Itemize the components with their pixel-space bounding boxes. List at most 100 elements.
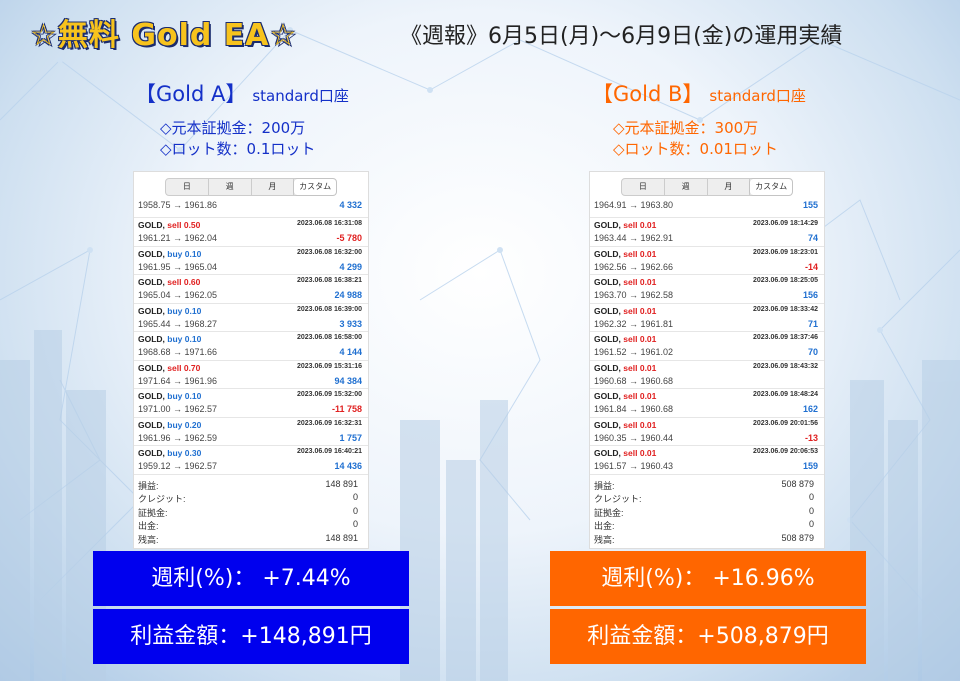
tab-period[interactable]: 日 xyxy=(166,179,209,195)
trade-prices: 1968.68 → 1971.66 xyxy=(138,347,218,357)
summary-value: 0 xyxy=(352,492,358,502)
trade-side: sell 0.60 xyxy=(167,277,201,287)
trade-symbol: GOLD, xyxy=(138,334,165,344)
summary-label: 出金: xyxy=(138,521,159,531)
trade-row[interactable]: GOLD, sell 0.01 2023.06.09 20:06:53 1961.5… xyxy=(590,446,824,475)
summary-value: 0 xyxy=(352,519,358,529)
summary-value: 508 879 xyxy=(781,478,814,489)
tab-period[interactable]: 週 xyxy=(209,179,252,195)
trade-title-line: GOLD, sell 0.01 2023.06.09 20:06:53 xyxy=(594,448,818,458)
tab-period[interactable]: 月 xyxy=(252,179,295,195)
trade-prices: 1961.21 → 1962.04 xyxy=(138,233,218,243)
trade-title-line: GOLD, sell 0.01 2023.06.09 18:43:32 xyxy=(594,363,818,373)
trade-prices-line: 1965.44 → 1968.27 3 933 xyxy=(138,319,362,329)
trade-profit: 4 332 xyxy=(339,200,362,210)
trade-symbol: GOLD, xyxy=(594,248,621,259)
trade-profit: 4 299 xyxy=(339,261,362,272)
trade-prices-line: 1963.44 → 1962.91 74 xyxy=(594,233,818,243)
trade-datetime: 2023.06.09 15:31:16 xyxy=(297,362,362,370)
trade-profit: 70 xyxy=(807,347,818,357)
account-b-lot: ◇ロット数：0.01ロット xyxy=(613,140,778,158)
account-b-header: 【Gold B】 standard口座 xyxy=(592,78,806,108)
trade-symbol: GOLD, xyxy=(594,419,621,430)
report-heading: 《週報》6月5日(月)～6月9日(金)の運用実績 xyxy=(400,24,843,49)
tab-period[interactable]: 週 xyxy=(665,179,708,195)
trade-side: sell 0.01 xyxy=(623,277,657,287)
summary-row: クレジット: 0 xyxy=(138,492,358,506)
summary-label: 証拠金: xyxy=(594,507,624,518)
trade-row[interactable]: GOLD, sell 0.70 2023.06.09 15:31:16 1971.6… xyxy=(134,361,368,389)
trade-row[interactable]: GOLD, sell 0.50 2023.06.08 16:31:08 1961.2… xyxy=(134,218,368,247)
trade-row[interactable]: GOLD, buy 0.10 2023.06.08 16:58:00 1968.68… xyxy=(134,332,368,361)
trade-symbol: GOLD, xyxy=(138,362,165,373)
account-a-lot: ◇ロット数：0.1ロット xyxy=(160,140,316,158)
period-tabs: 日週月カスタム xyxy=(621,178,793,196)
trade-prices: 1963.44 → 1962.91 xyxy=(594,233,674,243)
trade-title-line: GOLD, buy 0.10 2023.06.08 16:32:00 xyxy=(138,249,362,259)
trade-datetime: 2023.06.09 18:33:42 xyxy=(753,305,818,313)
summary-value: 508 879 xyxy=(781,532,814,543)
summary-value: 0 xyxy=(808,492,814,502)
summary-label: 残高: xyxy=(594,534,615,545)
account-a-header: 【Gold A】 standard口座 xyxy=(135,78,349,108)
trade-row[interactable]: GOLD, sell 0.01 2023.06.09 18:48:24 1961.8… xyxy=(590,389,824,418)
tab-period[interactable]: 日 xyxy=(622,179,665,195)
trade-profit: 14 436 xyxy=(334,461,362,471)
account-a-profit-amount: 利益金額：+148,891円 xyxy=(93,609,409,664)
trade-row[interactable]: GOLD, buy 0.30 2023.06.09 16:40:21 1959.12… xyxy=(134,446,368,475)
trade-title-line: GOLD, sell 0.01 2023.06.09 18:23:01 xyxy=(594,249,818,259)
account-b-profit-amount: 利益金額：+508,879円 xyxy=(550,609,866,664)
tab-period[interactable]: カスタム xyxy=(750,179,792,195)
summary-row: 出金: 0 xyxy=(594,519,814,533)
trade-row[interactable]: GOLD, sell 0.01 2023.06.09 18:37:46 1961.5… xyxy=(590,332,824,361)
trade-prices: 1961.84 → 1960.68 xyxy=(594,404,674,414)
trade-row[interactable]: GOLD, buy 0.20 2023.06.09 16:32:31 1961.96… xyxy=(134,418,368,446)
trade-title-line: GOLD, sell 0.01 2023.06.09 20:01:56 xyxy=(594,420,818,430)
trade-row[interactable]: GOLD, sell 0.01 2023.06.09 18:23:01 1962.5… xyxy=(590,247,824,275)
trade-row[interactable]: GOLD, buy 0.10 2023.06.08 16:39:00 1965.44… xyxy=(134,304,368,332)
trade-row[interactable]: GOLD, sell 0.01 2023.06.09 18:33:42 1962.3… xyxy=(590,304,824,332)
trade-title-line: GOLD, buy 0.10 2023.06.09 15:32:00 xyxy=(138,391,362,401)
trade-side: buy 0.30 xyxy=(167,448,202,458)
summary-value: 148 891 xyxy=(325,532,358,543)
trade-row[interactable]: 1964.91 → 1963.80 155 xyxy=(590,196,824,218)
trade-profit: 3 933 xyxy=(339,318,362,329)
trade-symbol: GOLD, xyxy=(594,362,621,373)
trade-title-line: GOLD, sell 0.01 2023.06.09 18:33:42 xyxy=(594,306,818,316)
trade-datetime: 2023.06.09 15:32:00 xyxy=(297,391,362,398)
trade-symbol: GOLD, xyxy=(594,277,621,287)
account-summary: 損益: 508 879 クレジット: 0 証拠金: 0 出金: 0 残高: 508 879 xyxy=(590,475,824,547)
trade-prices-line: 1958.75 → 1961.86 4 332 xyxy=(138,200,362,210)
trade-profit: -13 xyxy=(804,432,818,443)
trade-prices: 1965.44 → 1968.27 xyxy=(138,318,218,329)
trade-row[interactable]: GOLD, buy 0.10 2023.06.09 15:32:00 1971.00… xyxy=(134,389,368,418)
tab-period[interactable]: 月 xyxy=(708,179,751,195)
trade-datetime: 2023.06.08 16:38:21 xyxy=(297,277,362,284)
summary-label: クレジット: xyxy=(594,494,642,504)
trade-prices: 1971.64 → 1961.96 xyxy=(138,375,218,386)
trade-prices: 1961.96 → 1962.59 xyxy=(138,432,218,443)
trade-prices: 1961.52 → 1961.02 xyxy=(594,347,674,357)
trade-row[interactable]: GOLD, sell 0.01 2023.06.09 18:25:05 1963.7… xyxy=(590,275,824,304)
trade-profit: 94 384 xyxy=(334,375,362,386)
trade-row[interactable]: 1958.75 → 1961.86 4 332 xyxy=(134,196,368,218)
account-a-margin: ◇元本証拠金：200万 xyxy=(160,119,306,137)
summary-label: 出金: xyxy=(594,521,615,531)
trade-datetime: 2023.06.09 18:37:46 xyxy=(753,334,818,341)
trade-row[interactable]: GOLD, sell 0.01 2023.06.09 18:14:29 1963.4… xyxy=(590,218,824,247)
trade-datetime: 2023.06.09 18:23:01 xyxy=(753,248,818,256)
account-b-name: 【Gold B】 xyxy=(592,82,704,106)
tab-period[interactable]: カスタム xyxy=(294,179,336,195)
trade-row[interactable]: GOLD, buy 0.10 2023.06.08 16:32:00 1961.95… xyxy=(134,247,368,275)
trade-title-line: GOLD, buy 0.10 2023.06.08 16:39:00 xyxy=(138,306,362,316)
trade-prices-line: 1960.35 → 1960.44 -13 xyxy=(594,433,818,443)
trade-profit: -14 xyxy=(804,261,818,272)
trade-prices-line: 1961.21 → 1962.04 -5 780 xyxy=(138,233,362,243)
trade-row[interactable]: GOLD, sell 0.60 2023.06.08 16:38:21 1965.0… xyxy=(134,275,368,304)
trade-datetime: 2023.06.09 18:43:32 xyxy=(753,362,818,370)
trade-row[interactable]: GOLD, sell 0.01 2023.06.09 18:43:32 1960.6… xyxy=(590,361,824,389)
trade-profit: 1 757 xyxy=(339,432,362,443)
trade-row[interactable]: GOLD, sell 0.01 2023.06.09 20:01:56 1960.3… xyxy=(590,418,824,446)
trade-title-line: GOLD, sell 0.01 2023.06.09 18:25:05 xyxy=(594,277,818,287)
trade-symbol: GOLD, xyxy=(138,419,165,430)
